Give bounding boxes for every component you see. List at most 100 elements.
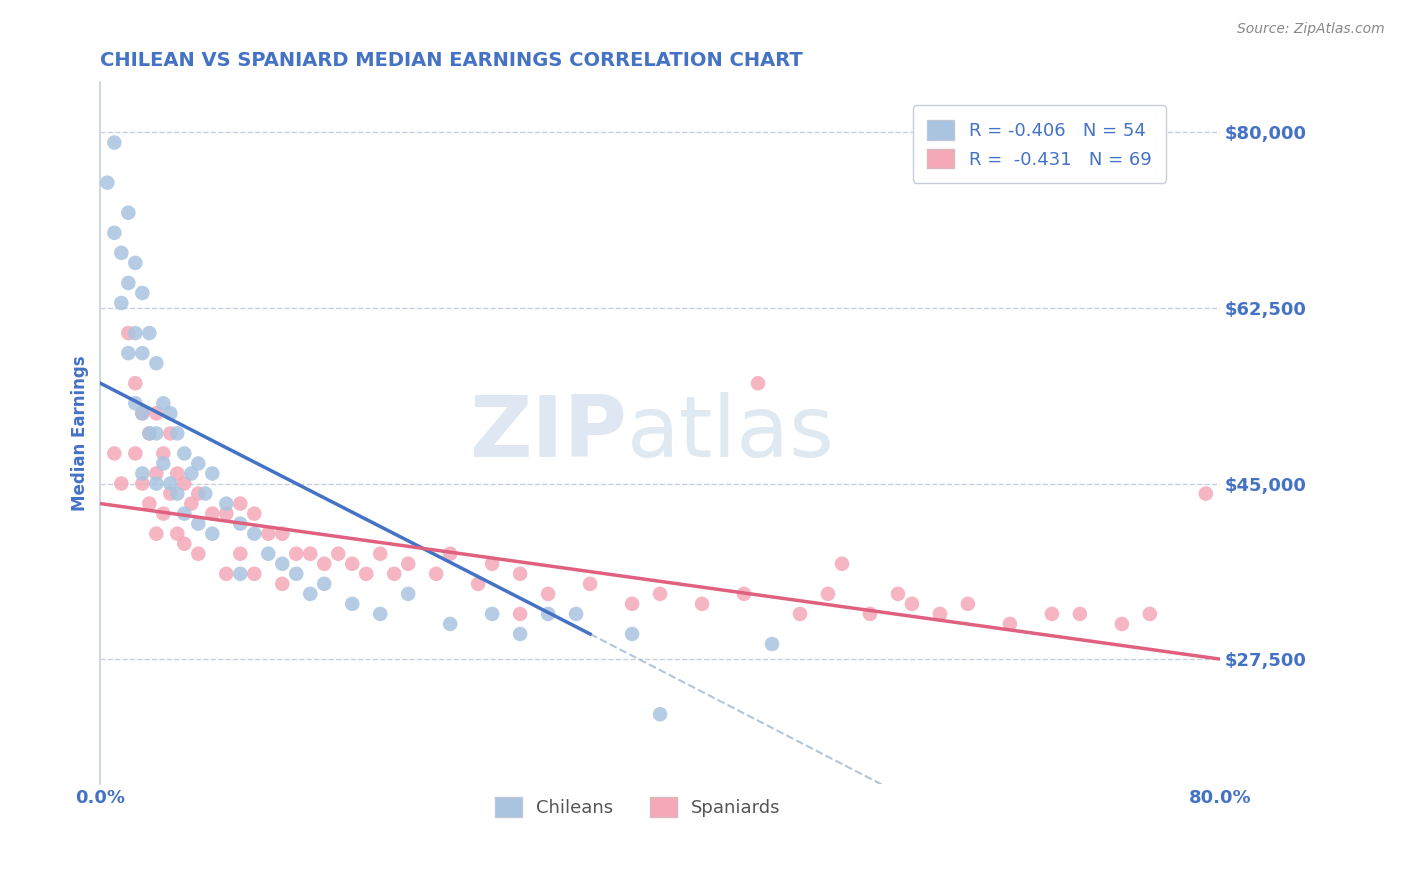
Text: Source: ZipAtlas.com: Source: ZipAtlas.com [1237, 22, 1385, 37]
Point [368, 547, 391, 561]
Point [152, 396, 174, 410]
Point [929, 607, 952, 621]
Point [145, 476, 167, 491]
Point [152, 507, 174, 521]
Point [243, 566, 266, 581]
Point [859, 607, 882, 621]
Point [565, 607, 588, 621]
Point [537, 587, 560, 601]
Point [648, 707, 671, 722]
Point [103, 446, 125, 460]
Point [180, 467, 202, 481]
Point [173, 446, 195, 460]
Point [201, 467, 224, 481]
Point [117, 326, 139, 340]
Point [215, 497, 238, 511]
Point [621, 597, 644, 611]
Text: atlas: atlas [627, 392, 835, 475]
Point [271, 557, 294, 571]
Point [382, 566, 405, 581]
Point [1111, 616, 1133, 631]
Point [229, 516, 252, 531]
Point [648, 587, 671, 601]
Point [159, 426, 181, 441]
Point [187, 516, 209, 531]
Point [201, 507, 224, 521]
Point [145, 356, 167, 370]
Point [579, 577, 602, 591]
Legend: Chileans, Spaniards: Chileans, Spaniards [488, 790, 787, 824]
Point [621, 627, 644, 641]
Point [138, 497, 160, 511]
Point [467, 577, 489, 591]
Point [887, 587, 910, 601]
Text: ZIP: ZIP [468, 392, 627, 475]
Point [901, 597, 924, 611]
Point [187, 486, 209, 500]
Point [229, 497, 252, 511]
Point [131, 406, 153, 420]
Point [159, 486, 181, 500]
Point [173, 476, 195, 491]
Point [439, 547, 461, 561]
Point [257, 526, 280, 541]
Point [159, 406, 181, 420]
Point [1195, 486, 1218, 500]
Point [145, 426, 167, 441]
Point [229, 547, 252, 561]
Point [481, 557, 503, 571]
Point [690, 597, 713, 611]
Point [187, 547, 209, 561]
Text: CHILEAN VS SPANIARD MEDIAN EARNINGS CORRELATION CHART: CHILEAN VS SPANIARD MEDIAN EARNINGS CORR… [100, 51, 803, 70]
Point [159, 476, 181, 491]
Point [166, 426, 188, 441]
Point [180, 497, 202, 511]
Point [131, 467, 153, 481]
Point [152, 457, 174, 471]
Point [201, 526, 224, 541]
Point [1139, 607, 1161, 621]
Point [285, 547, 308, 561]
Point [299, 587, 322, 601]
Point [117, 276, 139, 290]
Point [124, 326, 146, 340]
Point [229, 566, 252, 581]
Point [733, 587, 755, 601]
Y-axis label: Median Earnings: Median Earnings [72, 356, 89, 511]
Point [396, 587, 419, 601]
Point [299, 547, 322, 561]
Point [509, 627, 531, 641]
Point [956, 597, 979, 611]
Point [747, 376, 769, 391]
Point [998, 616, 1021, 631]
Point [117, 205, 139, 219]
Point [152, 446, 174, 460]
Point [173, 507, 195, 521]
Point [131, 346, 153, 360]
Point [138, 426, 160, 441]
Point [396, 557, 419, 571]
Point [817, 587, 839, 601]
Point [425, 566, 447, 581]
Point [124, 376, 146, 391]
Point [166, 486, 188, 500]
Point [314, 577, 336, 591]
Point [124, 446, 146, 460]
Point [145, 406, 167, 420]
Point [789, 607, 811, 621]
Point [215, 566, 238, 581]
Point [342, 597, 364, 611]
Point [96, 176, 118, 190]
Point [138, 426, 160, 441]
Point [166, 526, 188, 541]
Point [145, 467, 167, 481]
Point [117, 346, 139, 360]
Point [271, 577, 294, 591]
Point [328, 547, 350, 561]
Point [831, 557, 853, 571]
Point [194, 486, 217, 500]
Point [314, 557, 336, 571]
Point [1040, 607, 1063, 621]
Point [110, 245, 132, 260]
Point [761, 637, 783, 651]
